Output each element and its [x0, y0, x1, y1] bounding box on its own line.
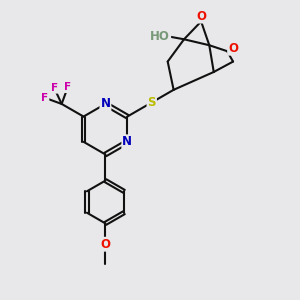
Text: F: F [51, 83, 58, 93]
Text: HO: HO [150, 30, 170, 43]
Text: F: F [41, 93, 49, 103]
Text: O: O [100, 238, 110, 251]
Text: S: S [148, 96, 156, 109]
Text: N: N [122, 135, 132, 148]
Text: N: N [100, 98, 110, 110]
Text: O: O [228, 42, 238, 55]
Text: F: F [64, 82, 71, 92]
Text: O: O [196, 10, 206, 22]
